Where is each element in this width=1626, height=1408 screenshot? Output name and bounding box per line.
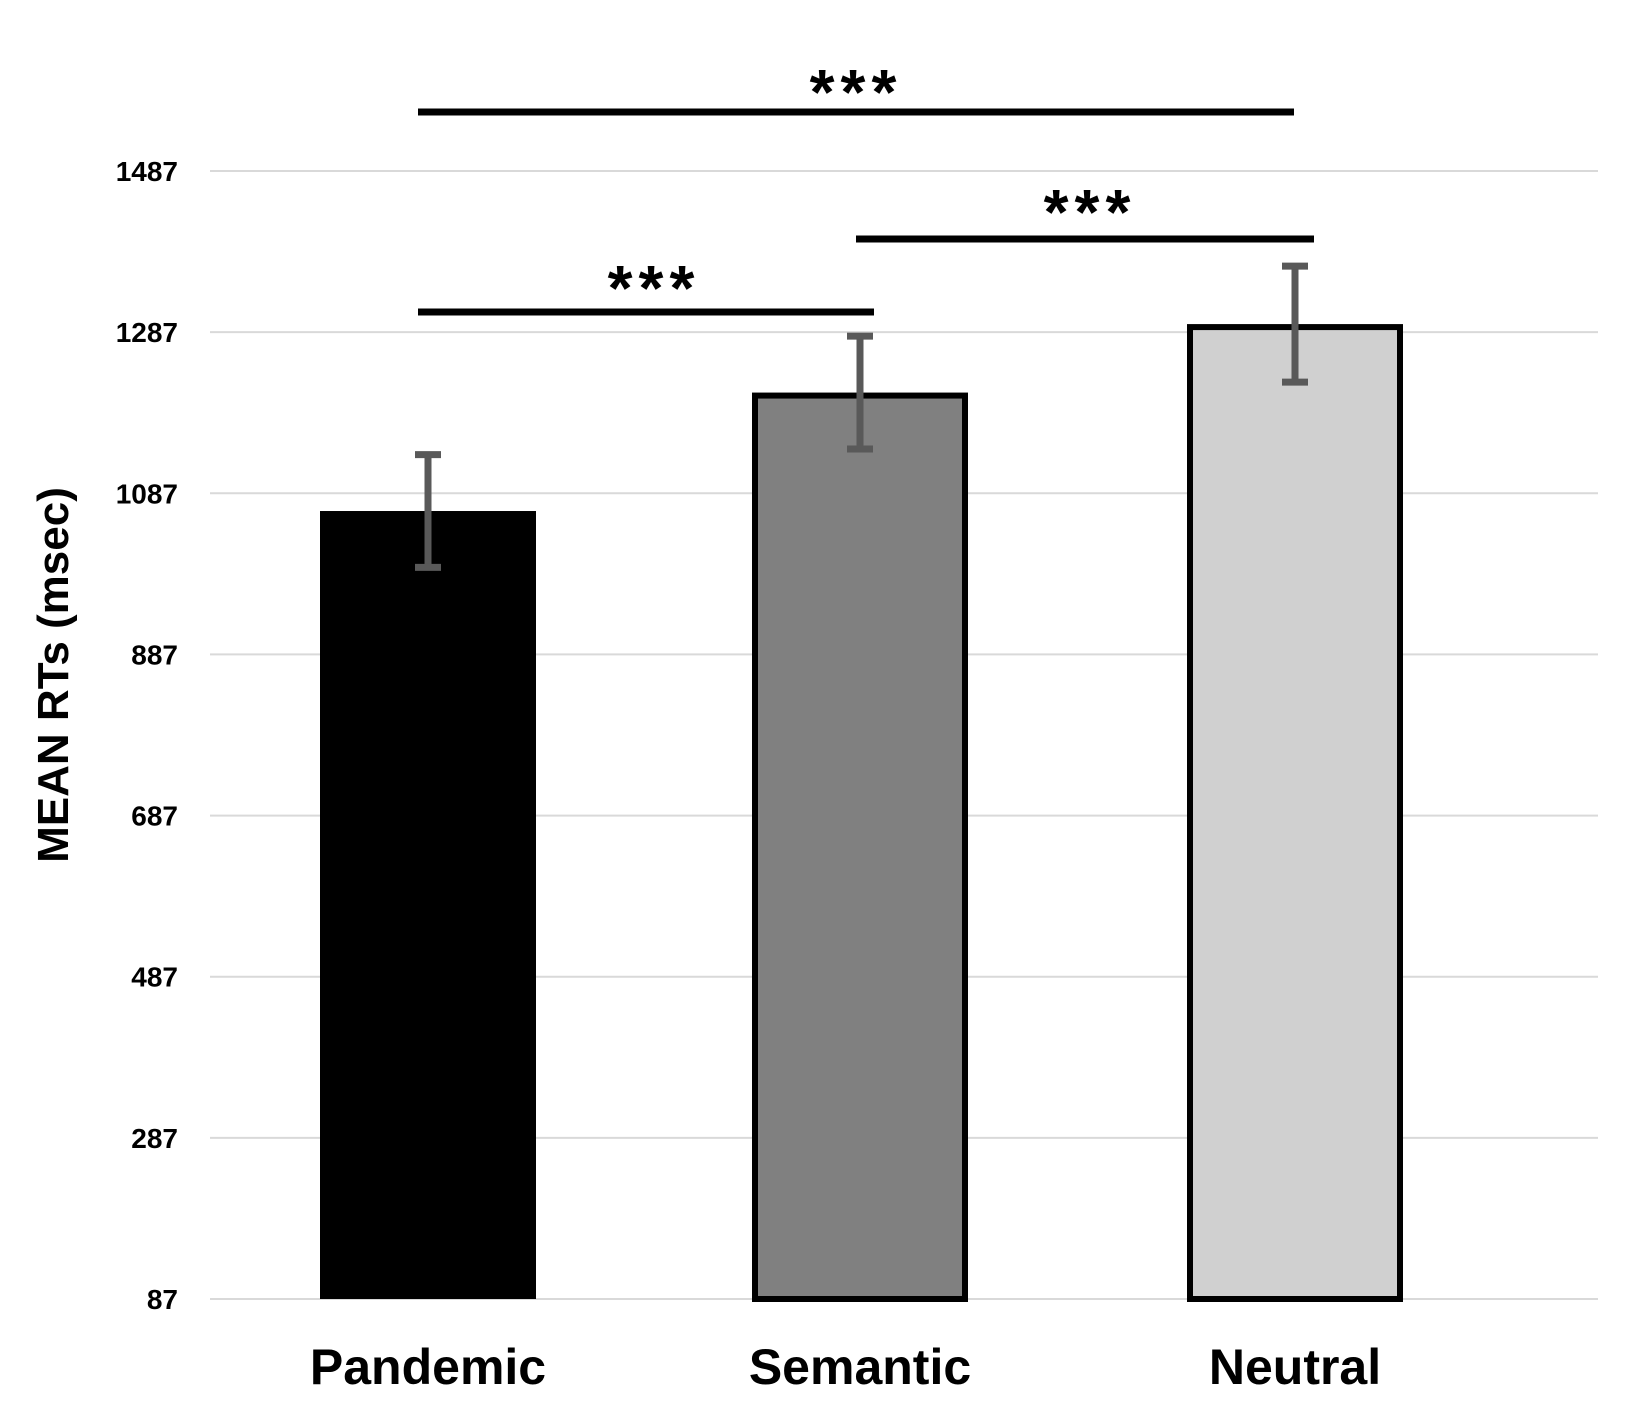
y-axis-ticks: 87 287 487 687 887 1087 1287 1487 bbox=[116, 156, 178, 1315]
y-tick-label: 87 bbox=[147, 1284, 178, 1315]
error-bars bbox=[415, 262, 1308, 571]
significance-label: *** bbox=[1044, 176, 1137, 248]
y-tick-label: 1087 bbox=[116, 478, 178, 509]
significance-label: *** bbox=[608, 252, 701, 324]
x-axis-categories: Pandemic Semantic Neutral bbox=[310, 1339, 1381, 1395]
y-tick-label: 887 bbox=[131, 639, 178, 670]
y-tick-label: 1287 bbox=[116, 317, 178, 348]
significance-brackets: *** *** *** bbox=[418, 56, 1314, 324]
y-tick-label: 687 bbox=[131, 801, 178, 832]
x-category-label: Neutral bbox=[1209, 1339, 1381, 1395]
y-tick-label: 1487 bbox=[116, 156, 178, 187]
significance-label: *** bbox=[810, 56, 903, 128]
y-axis-title: MEAN RTs (msec) bbox=[29, 487, 78, 863]
x-category-label: Semantic bbox=[749, 1339, 971, 1395]
bar-semantic bbox=[752, 392, 968, 1303]
bars bbox=[320, 324, 1403, 1303]
y-tick-label: 487 bbox=[131, 962, 178, 993]
y-tick-label: 287 bbox=[131, 1123, 178, 1154]
bar-neutral bbox=[1187, 324, 1403, 1303]
x-category-label: Pandemic bbox=[310, 1339, 546, 1395]
bar-pandemic bbox=[320, 511, 536, 1299]
